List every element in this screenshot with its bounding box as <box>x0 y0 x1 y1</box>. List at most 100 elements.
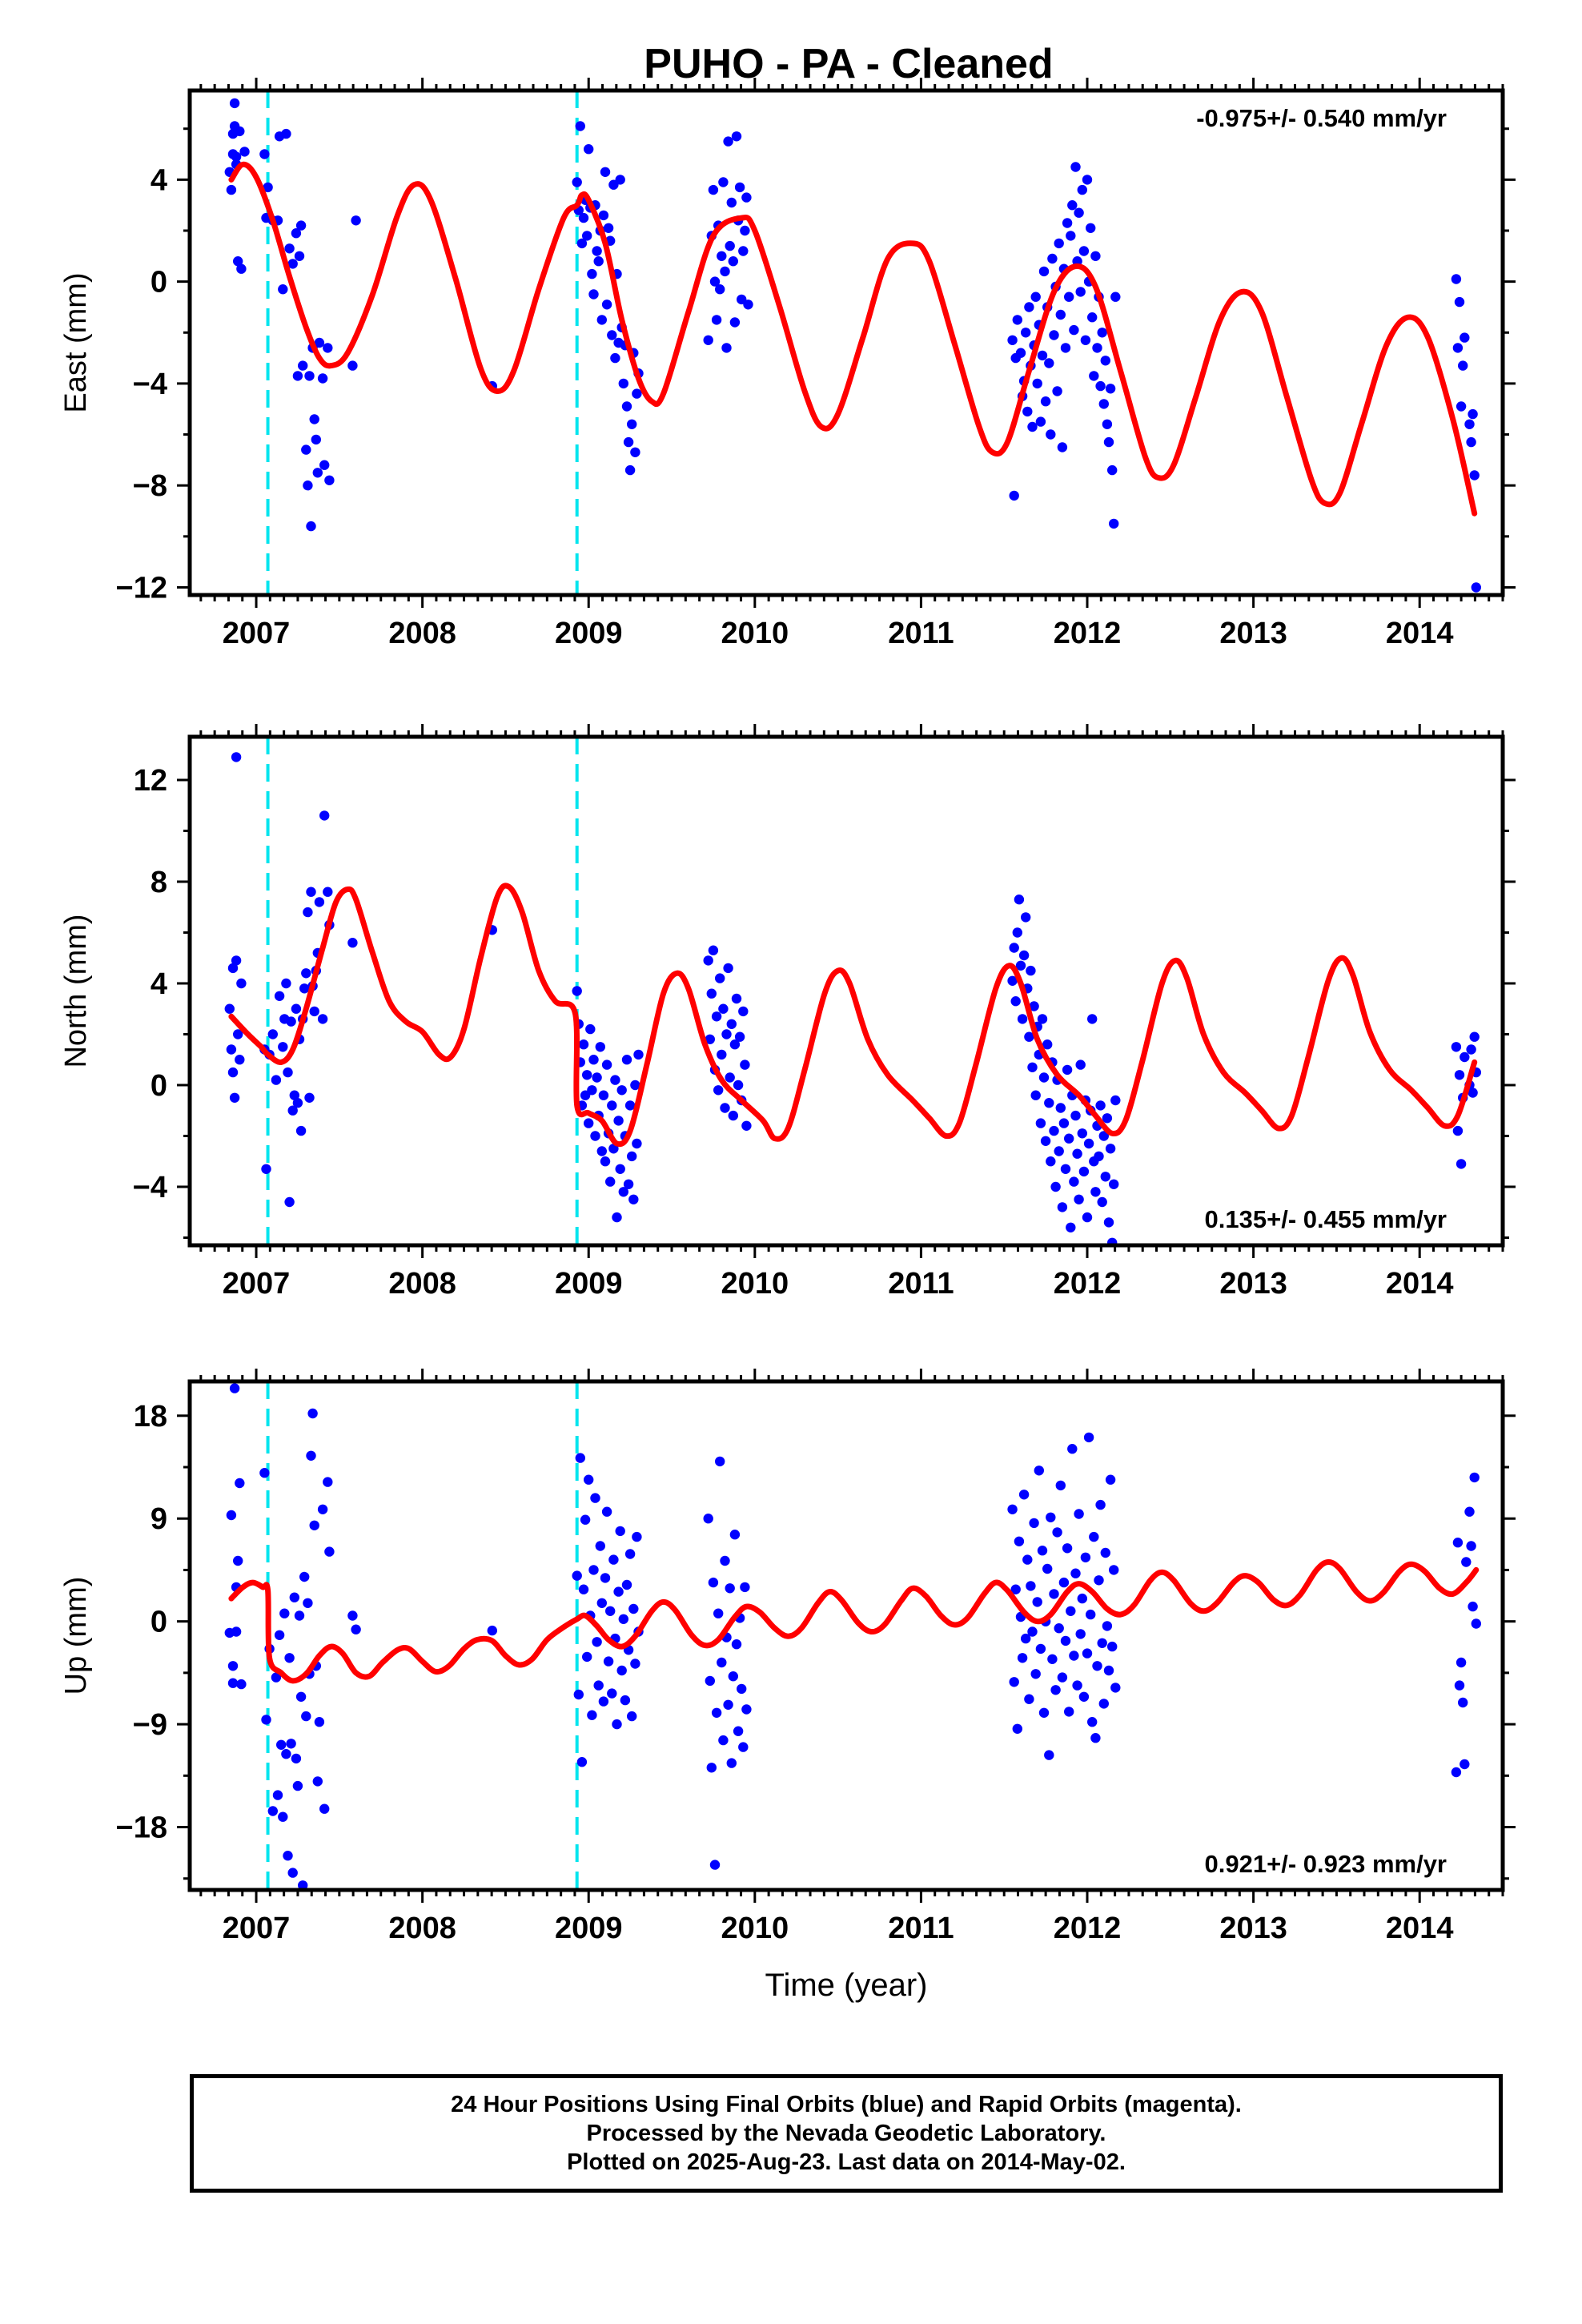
up-data-point <box>1075 1629 1086 1639</box>
east-data-point <box>1089 371 1099 381</box>
north-data-point <box>1103 1217 1114 1228</box>
east-data-point <box>721 343 732 353</box>
up-data-point <box>291 1753 302 1764</box>
north-data-point <box>729 1039 741 1050</box>
east-data-point <box>1015 348 1026 358</box>
up-data-point <box>1017 1653 1028 1663</box>
east-data-point <box>226 184 237 195</box>
north-data-point <box>718 1003 729 1014</box>
east-x-tick-label: 2010 <box>721 617 789 650</box>
up-data-point <box>580 1514 591 1525</box>
east-data-point <box>1069 324 1079 336</box>
up-data-point <box>624 1549 636 1559</box>
up-data-point <box>584 1474 594 1485</box>
east-rate-annotation: -0.975+/- 0.540 mm/yr <box>1196 104 1447 132</box>
up-data-point <box>588 1565 599 1575</box>
east-x-tick-label: 2012 <box>1054 617 1122 650</box>
up-data-point <box>1083 1432 1094 1443</box>
north-data-point <box>1102 1113 1113 1124</box>
east-data-point <box>596 315 607 325</box>
north-data-point <box>1057 1202 1068 1212</box>
north-data-point <box>731 993 742 1004</box>
east-data-point <box>743 300 753 310</box>
east-data-point <box>1049 330 1059 340</box>
north-data-point <box>226 1044 237 1055</box>
up-data-point <box>1049 1589 1059 1599</box>
east-data-point <box>738 246 749 256</box>
north-data-point <box>314 897 325 907</box>
up-x-tick-label: 2009 <box>555 1912 623 1945</box>
north-data-point <box>711 1011 722 1022</box>
north-data-point <box>281 978 291 989</box>
east-data-point <box>734 182 745 193</box>
north-data-point <box>725 1072 735 1083</box>
up-data-point <box>1022 1554 1033 1565</box>
north-data-point <box>283 1067 293 1078</box>
north-data-point <box>618 1187 628 1197</box>
up-data-point <box>1029 1518 1039 1529</box>
east-data-point <box>1469 470 1480 480</box>
north-data-point <box>621 1055 632 1065</box>
east-data-point <box>578 212 589 223</box>
up-data-point <box>1089 1531 1099 1542</box>
up-data-point <box>603 1656 614 1667</box>
north-x-tick-label: 2013 <box>1219 1267 1287 1301</box>
east-data-point <box>728 256 738 267</box>
up-data-point <box>299 1571 310 1582</box>
east-data-point <box>587 268 597 279</box>
north-data-point <box>738 1006 749 1017</box>
east-data-point <box>1077 184 1088 195</box>
up-data-point <box>593 1680 604 1691</box>
east-data-point <box>623 436 634 448</box>
footer-line-3: Plotted on 2025-Aug-23. Last data on 201… <box>567 2149 1126 2175</box>
up-data-point <box>303 1598 313 1609</box>
up-data-point <box>1047 1654 1058 1664</box>
up-data-point <box>595 1541 605 1551</box>
north-data-point <box>628 1194 639 1205</box>
up-data-point <box>1107 1641 1118 1652</box>
up-data-point <box>231 1626 242 1637</box>
up-data-point <box>1080 1552 1091 1563</box>
up-data-point <box>616 1665 627 1676</box>
east-data-point <box>1086 223 1096 233</box>
up-data-point <box>717 1657 727 1668</box>
up-data-point <box>1469 1472 1480 1483</box>
north-data-point <box>1098 1131 1110 1141</box>
north-data-point <box>615 1164 625 1175</box>
east-data-point <box>598 210 609 221</box>
north-data-point <box>1007 975 1018 987</box>
up-data-point <box>715 1456 725 1467</box>
north-x-tick-label: 2007 <box>223 1267 291 1301</box>
east-data-point <box>1078 246 1090 256</box>
up-data-point <box>1082 1648 1093 1659</box>
north-data-point <box>299 983 310 994</box>
east-data-point <box>741 192 752 203</box>
up-data-point <box>226 1510 237 1521</box>
north-data-point <box>1010 996 1021 1007</box>
north-data-point <box>286 1016 296 1027</box>
up-data-point <box>592 1637 602 1647</box>
up-data-point <box>1024 1694 1034 1704</box>
north-data-point <box>1452 1125 1464 1136</box>
up-data-point <box>720 1555 730 1566</box>
east-data-point <box>1052 386 1062 396</box>
east-data-point <box>1055 309 1066 320</box>
north-data-point <box>1097 1196 1107 1208</box>
north-data-point <box>587 1085 597 1096</box>
north-data-point <box>1078 1166 1090 1177</box>
north-data-point <box>1064 1133 1074 1144</box>
north-data-point <box>1018 950 1030 961</box>
up-data-point <box>1110 1683 1121 1693</box>
east-data-point <box>1066 231 1076 241</box>
east-data-point <box>576 238 588 249</box>
north-data-point <box>1021 912 1031 923</box>
up-data-point <box>1055 1480 1066 1491</box>
north-data-point <box>717 1049 727 1060</box>
east-data-point <box>304 371 315 381</box>
east-data-point <box>292 371 303 381</box>
up-data-point <box>1026 1581 1036 1591</box>
east-data-point <box>1460 332 1470 343</box>
up-x-tick-label: 2011 <box>888 1912 954 1945</box>
up-data-point <box>317 1504 328 1515</box>
